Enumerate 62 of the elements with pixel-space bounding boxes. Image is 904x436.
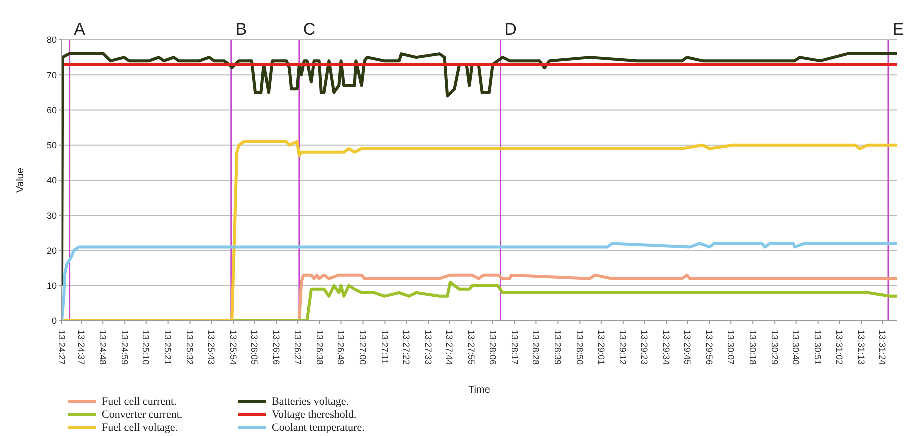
legend-label: Batteries voltage. xyxy=(272,396,349,408)
y-tick-label: 10 xyxy=(46,281,57,292)
x-axis-title: Time xyxy=(468,385,491,396)
x-tick-label: 13:27:00 xyxy=(358,330,368,366)
x-tick-label: 13:29:01 xyxy=(596,330,606,366)
y-tick-label: 20 xyxy=(46,246,57,256)
ref-line-label: D xyxy=(504,20,517,39)
x-tick-label: 13:27:44 xyxy=(444,330,455,366)
ref-line-label: B xyxy=(236,20,248,39)
x-tick-label: 13:26:49 xyxy=(336,330,346,366)
x-tick-label: 13:25:10 xyxy=(141,330,152,366)
y-tick-label: 60 xyxy=(46,105,57,116)
x-tick-label: 13:25:32 xyxy=(185,330,196,366)
x-tick-label: 13:26:38 xyxy=(314,330,325,366)
ref-line-label: E xyxy=(892,20,904,39)
x-tick-label: 13:24:48 xyxy=(98,330,108,366)
x-tick-label: 13:24:27 xyxy=(56,330,67,366)
ref-line-label: C xyxy=(303,20,316,39)
y-tick-label: 30 xyxy=(46,210,57,221)
y-tick-label: 80 xyxy=(46,35,57,46)
x-tick-label: 13:31:24 xyxy=(878,330,888,366)
x-tick-label: 13:29:45 xyxy=(682,330,693,366)
x-tick-label: 13:28:28 xyxy=(531,330,542,366)
legend-label: Voltage thereshold. xyxy=(272,408,357,420)
x-tick-label: 13:25:21 xyxy=(163,330,174,366)
legend-label: Converter current. xyxy=(102,408,183,420)
x-tick-label: 13:30:18 xyxy=(748,330,758,366)
legend-label: Fuel cell voltage. xyxy=(102,422,178,434)
x-tick-label: 13:31:02 xyxy=(834,330,844,366)
legend-label: Coolant temperature. xyxy=(272,422,365,434)
y-tick-label: 50 xyxy=(46,140,57,151)
x-tick-label: 13:30:29 xyxy=(770,330,780,366)
y-axis-title: Value xyxy=(16,168,27,193)
x-tick-label: 13:25:54 xyxy=(228,330,238,366)
x-tick-label: 13:29:23 xyxy=(640,330,650,366)
x-tick-label: 13:26:16 xyxy=(272,330,282,366)
x-tick-label: 13:29:12 xyxy=(618,330,628,366)
x-tick-label: 13:30:51 xyxy=(813,330,824,366)
x-tick-label: 13:27:55 xyxy=(466,330,477,366)
legend-label: Fuel cell current. xyxy=(102,396,177,408)
y-tick-label: 0 xyxy=(52,316,57,326)
x-tick-label: 13:29:34 xyxy=(661,330,672,366)
x-tick-label: 13:27:11 xyxy=(380,330,390,364)
x-tick-label: 13:27:22 xyxy=(401,330,412,366)
x-tick-label: 13:28:39 xyxy=(553,330,564,366)
y-tick-label: 70 xyxy=(46,70,57,80)
x-tick-label: 13:30:40 xyxy=(791,330,802,366)
ref-line-label: A xyxy=(74,20,86,39)
x-tick-label: 13:30:07 xyxy=(726,330,736,366)
x-tick-label: 13:28:17 xyxy=(510,330,520,366)
x-tick-label: 13:27:33 xyxy=(423,330,434,366)
x-tick-label: 13:24:37 xyxy=(76,330,87,366)
x-tick-label: 13:26:27 xyxy=(292,330,303,366)
line-series xyxy=(62,52,897,288)
x-tick-label: 13:29:56 xyxy=(704,330,715,366)
x-tick-label: 13:28:50 xyxy=(575,330,586,366)
x-tick-label: 13:24:59 xyxy=(120,330,130,366)
x-tick-label: 13:28:06 xyxy=(488,330,498,366)
x-tick-label: 13:25:43 xyxy=(206,330,216,366)
x-tick-label: 13:31:13 xyxy=(856,330,866,366)
y-tick-label: 40 xyxy=(46,176,57,186)
x-tick-label: 13:26:05 xyxy=(250,330,260,366)
